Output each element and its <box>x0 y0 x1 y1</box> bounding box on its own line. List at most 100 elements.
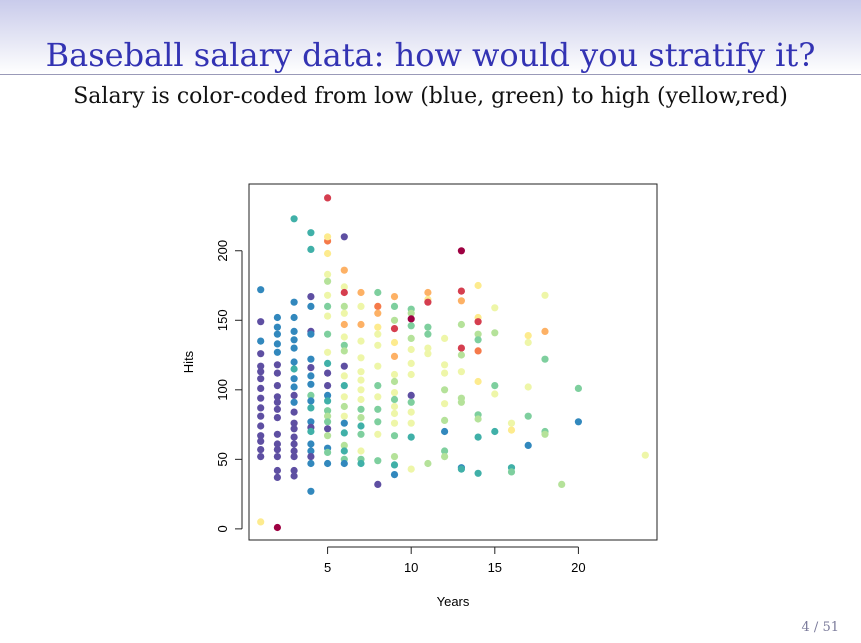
slide-title: Baseball salary data: how would you stra… <box>45 36 816 74</box>
data-point <box>340 393 348 401</box>
data-point <box>340 233 348 241</box>
data-point <box>307 397 315 405</box>
data-point <box>324 407 332 415</box>
data-point <box>474 336 482 344</box>
data-point <box>340 412 348 420</box>
data-point <box>290 425 298 433</box>
y-tick-label: 150 <box>215 309 230 331</box>
slide-subtitle: Salary is color-coded from low (blue, gr… <box>73 84 788 109</box>
data-point <box>307 427 315 436</box>
data-point <box>424 298 432 306</box>
data-point <box>474 433 482 441</box>
data-point <box>524 383 532 391</box>
data-point <box>374 341 382 349</box>
page-number: 4 / 51 <box>801 620 839 635</box>
data-point <box>307 447 315 455</box>
data-point <box>357 337 365 345</box>
data-point <box>441 334 449 342</box>
data-point <box>273 473 281 481</box>
data-point <box>390 471 399 479</box>
data-point <box>273 466 281 475</box>
data-point <box>307 330 315 338</box>
data-point <box>374 418 382 426</box>
data-point <box>273 523 281 532</box>
data-point <box>340 447 348 455</box>
data-point <box>374 288 382 297</box>
data-point <box>257 432 265 440</box>
data-point <box>257 412 265 420</box>
data-point <box>340 266 348 274</box>
data-point <box>340 402 348 411</box>
data-point <box>374 362 382 370</box>
data-point <box>507 426 516 434</box>
data-point <box>324 412 332 420</box>
data-point <box>307 364 315 372</box>
data-point <box>407 334 415 342</box>
data-point <box>407 359 415 367</box>
data-point <box>340 347 348 355</box>
data-point <box>407 309 415 317</box>
data-point <box>441 361 449 369</box>
data-point <box>357 354 365 362</box>
data-point <box>407 398 415 406</box>
data-point <box>390 352 399 360</box>
data-point <box>390 419 399 427</box>
data-point <box>357 376 365 384</box>
data-point <box>273 369 281 377</box>
data-point <box>273 340 281 348</box>
data-point <box>407 315 415 323</box>
x-tick-label: 20 <box>571 560 585 575</box>
data-point <box>407 419 415 427</box>
data-point <box>407 465 415 473</box>
data-point <box>374 405 382 413</box>
points-layer <box>257 194 649 532</box>
data-point <box>390 377 399 386</box>
data-point <box>441 447 449 455</box>
data-point <box>307 245 315 253</box>
data-point <box>324 312 332 320</box>
data-point <box>374 323 382 331</box>
data-point <box>257 318 265 326</box>
data-point <box>374 330 382 338</box>
data-point <box>424 330 432 338</box>
data-point <box>324 391 332 399</box>
data-point <box>357 447 365 455</box>
data-point <box>474 347 482 355</box>
data-point <box>407 433 415 441</box>
data-point <box>357 430 365 438</box>
data-point <box>457 297 465 305</box>
data-point <box>290 391 298 399</box>
data-point <box>324 348 332 356</box>
data-point <box>524 338 532 347</box>
data-point <box>357 395 365 404</box>
data-point <box>324 277 332 285</box>
data-point <box>273 430 281 438</box>
y-axis-label: Hits <box>181 350 196 373</box>
title-banner <box>0 0 861 74</box>
data-point <box>273 323 281 331</box>
data-point <box>307 459 315 468</box>
data-point <box>541 355 549 363</box>
data-point <box>407 322 415 330</box>
data-point <box>257 375 265 383</box>
y-tick-label: 0 <box>215 525 230 532</box>
data-point <box>324 425 332 433</box>
data-point <box>390 338 399 347</box>
data-point <box>457 368 465 376</box>
data-point <box>374 457 382 465</box>
data-point <box>407 345 415 354</box>
data-point <box>290 447 298 455</box>
data-point <box>507 419 516 427</box>
data-point <box>390 453 399 461</box>
y-tick-label: 100 <box>215 379 230 401</box>
data-point <box>340 382 348 390</box>
data-point <box>424 459 432 468</box>
x-axis-label: Years <box>437 594 470 609</box>
data-point <box>357 422 365 430</box>
data-point <box>324 330 332 338</box>
data-point <box>474 377 482 386</box>
data-point <box>324 302 332 310</box>
data-point <box>441 386 449 394</box>
data-point <box>290 375 298 383</box>
data-point <box>307 380 315 388</box>
